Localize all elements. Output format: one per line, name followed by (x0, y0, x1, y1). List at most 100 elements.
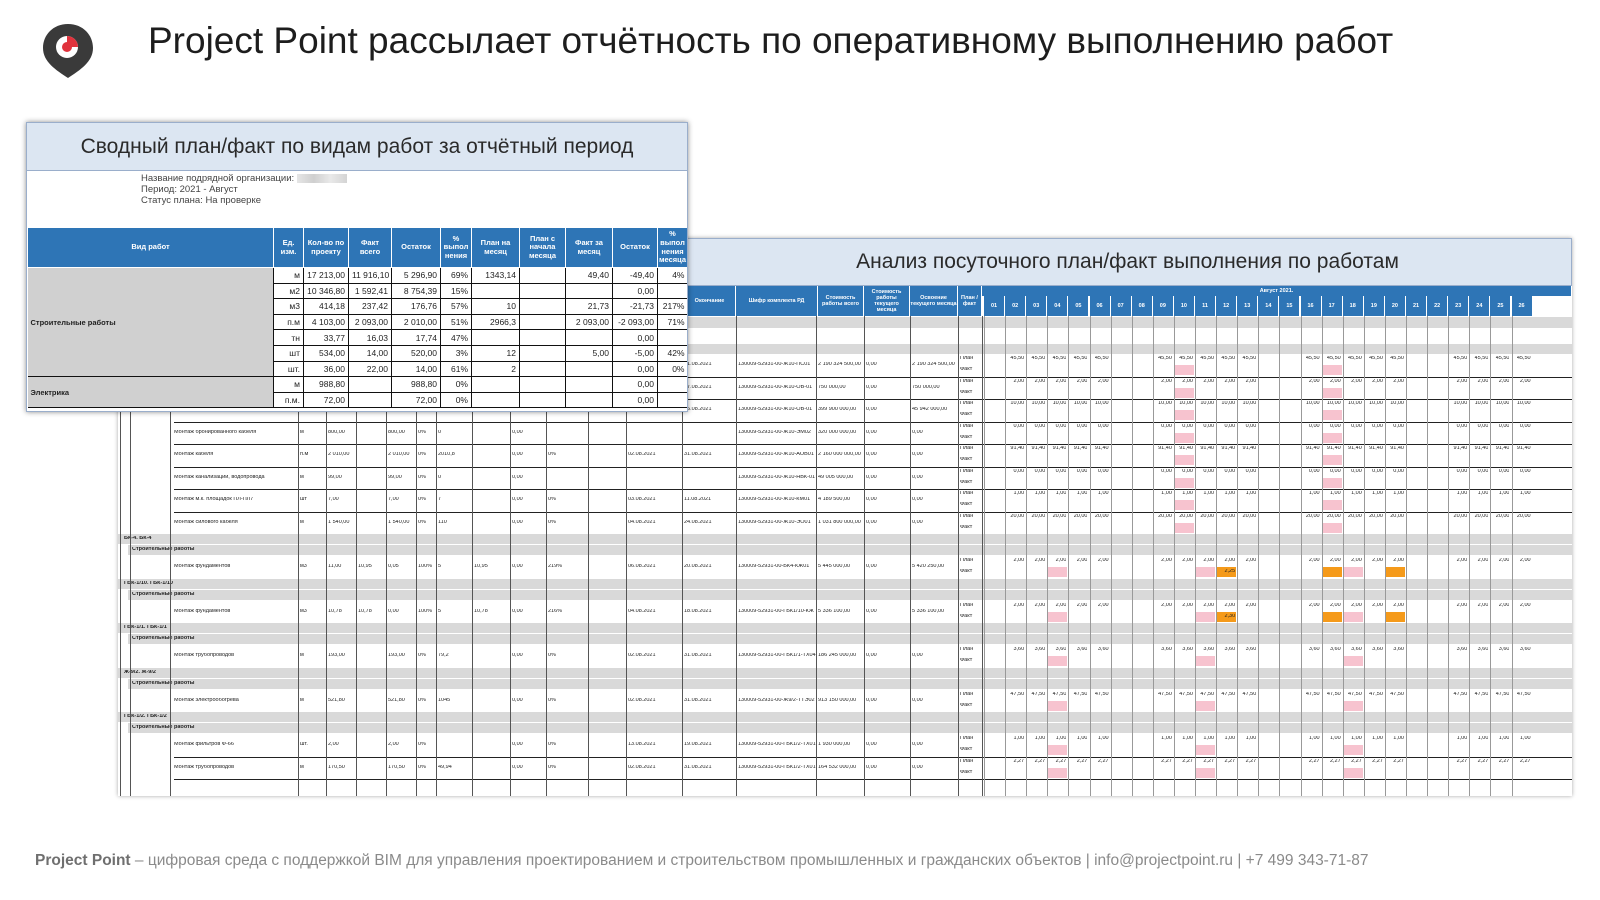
daily-value: 91,40 (1516, 446, 1531, 451)
daily-value: 1,00 (1456, 491, 1468, 496)
daily-value: 2,00 (1351, 558, 1362, 563)
work-plan-month: 5 (438, 564, 442, 569)
summary-cell (657, 392, 687, 409)
work-current: 0,00 (866, 497, 877, 502)
work-end: 31.08.2021 (684, 452, 712, 457)
daily-value: 2,00 (1245, 378, 1257, 384)
day-divider (1195, 316, 1196, 796)
day-divider (1237, 316, 1239, 796)
summary-row: м2 10 346,80 1 592,41 8 754,39 15% 0,00 (28, 283, 687, 300)
daily-value: 1,00 (1076, 491, 1088, 496)
daily-value: 2,27 (1224, 758, 1236, 764)
work-qty: 7,00 (328, 497, 339, 502)
daily-value: 45,50 (1158, 356, 1172, 361)
daily-value: 91,40 (1073, 446, 1088, 451)
daily-value: 45,50 (1348, 356, 1362, 361)
work-code: 130009-52931-00-ГБК1/10-КЖ (738, 608, 814, 614)
fact-highlight (1216, 611, 1237, 622)
day-header: 06 (1089, 296, 1111, 316)
daily-value: 2,27 (1456, 758, 1468, 764)
summary-cell: 57% (440, 298, 472, 315)
day-header: 09 (1152, 296, 1174, 316)
work-qty: 11,00 (328, 564, 342, 569)
summary-cell: 4 103,00 (303, 314, 349, 331)
daily-value: 3,60 (1224, 647, 1236, 652)
work-qty: 800,00 (328, 429, 345, 435)
day-divider (1363, 316, 1365, 796)
summary-cell: м (273, 267, 304, 284)
daily-value: 91,40 (1031, 446, 1046, 451)
fact-highlight (1173, 387, 1194, 398)
daily-value: 2,00 (1456, 602, 1468, 608)
summary-col-header: Вид работ (27, 227, 274, 268)
fact-highlight (1216, 567, 1237, 577)
summary-cell: 5,00 (565, 345, 613, 362)
work-end: 31.08.2021 (684, 362, 712, 367)
daily-value: 2,00 (1308, 378, 1320, 384)
daily-value: 1,00 (1055, 491, 1067, 496)
daily-value: 3,60 (1393, 647, 1404, 652)
daily-value: 2,00 (1013, 378, 1025, 384)
work-end: 24.08.2021 (684, 519, 712, 525)
daily-value: 0,00 (1372, 468, 1383, 474)
plan-label: План (960, 736, 974, 741)
work-start: 04.08.2021 (628, 608, 656, 614)
fact-highlight (1321, 387, 1342, 398)
work-plan-month: 1045 (438, 697, 451, 703)
work-total: 5 445 000,00 (818, 564, 851, 569)
day-divider (1342, 316, 1344, 796)
work-code: 130009-52931-00-Ж10-КМ01 (738, 497, 811, 502)
work-unit: шт. (300, 742, 308, 747)
daily-value: 1,00 (1013, 491, 1025, 496)
row-divider (174, 489, 1572, 490)
work-fact-month: 0,00 (512, 497, 523, 502)
work-start: 02.08.2021 (628, 653, 656, 658)
work-pct-month: 0% (548, 742, 556, 747)
fact-highlight (1321, 500, 1342, 510)
work-plan-start (474, 765, 504, 773)
col-divider (910, 316, 911, 796)
summary-cell: 534,00 (303, 345, 349, 362)
daily-value: 20,00 (1179, 513, 1193, 519)
daily-value: 45,50 (1200, 356, 1215, 361)
day-header: 11 (1195, 296, 1217, 316)
col-header-plan-fact: План / факт (958, 286, 982, 316)
fact-highlight (1342, 700, 1363, 711)
col-divider (546, 316, 547, 796)
summary-cell (519, 345, 566, 362)
work-pct-month: 0% (548, 519, 556, 525)
work-total: 399 900 000,00 (818, 407, 857, 412)
daily-value: 0,00 (1034, 468, 1046, 474)
subgroup-label: Строительные работы (132, 680, 195, 686)
daily-value: 45,50 (1516, 356, 1531, 361)
fact-label: Факт (960, 769, 973, 775)
work-plan-month: 7 (438, 497, 442, 502)
daily-value: 0,00 (1329, 423, 1341, 429)
col-header-code: Шифр комплекта РД (736, 286, 818, 316)
fact-label: Факт (960, 702, 973, 708)
summary-cell: 10 (471, 298, 520, 315)
summary-cell: 42% (657, 345, 687, 362)
daily-value: 20,00 (1474, 513, 1489, 519)
daily-value: 3,60 (1519, 647, 1531, 652)
summary-cell: 217% (657, 298, 687, 315)
fact-highlight (1321, 455, 1342, 465)
work-fact (358, 742, 384, 750)
work-unit: м3 (300, 564, 307, 569)
daily-value: 2,27 (1329, 758, 1341, 764)
day-divider (1469, 316, 1471, 796)
daily-value: 0,00 (1308, 423, 1320, 429)
daily-value: 20,00 (1242, 513, 1257, 519)
daily-value: 0,00 (1329, 468, 1341, 474)
daily-value: 47,50 (1158, 691, 1172, 697)
daily-value: 0,00 (1477, 468, 1489, 474)
plan-status-label: Статус плана: На проверке (141, 195, 261, 206)
summary-row: шт. 36,00 22,00 14,00 61% 2 0,00 0% (28, 361, 687, 378)
daily-value: 10,00 (1453, 401, 1468, 406)
work-qty: 2,00 (328, 742, 339, 747)
work-fact-month: 0,00 (512, 519, 523, 525)
work-plan-start: 10,78 (474, 608, 488, 614)
daily-value: 2,00 (1097, 558, 1109, 563)
work-total: 1 930 000,00 (818, 742, 851, 747)
summary-cell (519, 392, 566, 409)
